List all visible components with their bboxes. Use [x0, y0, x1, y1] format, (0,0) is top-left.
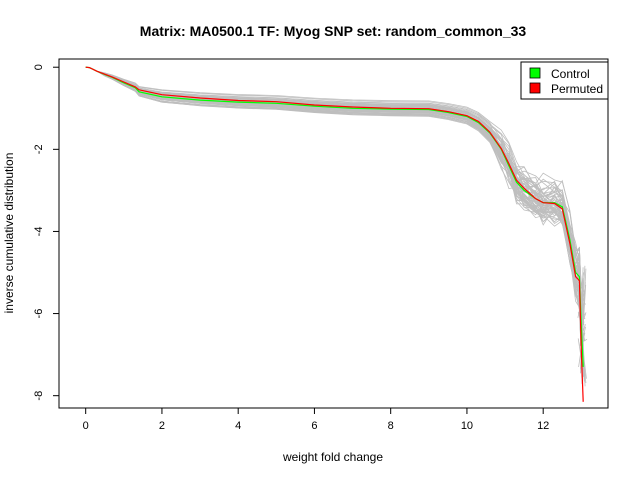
- series-line-control: [85, 66, 584, 367]
- background-series-line: [85, 66, 586, 338]
- y-tick-label: -8: [33, 391, 45, 401]
- x-tick-label: 2: [159, 420, 165, 432]
- background-series: [85, 66, 588, 387]
- legend: Control Permuted: [520, 61, 609, 100]
- legend-swatch-permuted: [529, 82, 541, 94]
- legend-label-control: Control: [551, 67, 590, 81]
- background-series-line: [85, 66, 586, 387]
- series-line-permuted: [85, 66, 584, 402]
- background-series-line: [85, 66, 585, 287]
- x-axis: 0 2 4 6 8 10 12: [83, 407, 549, 432]
- background-series-line: [85, 66, 583, 384]
- x-tick-label: 10: [461, 420, 473, 432]
- y-axis: 0 -2 -4 -6 -8: [33, 64, 60, 401]
- x-tick-label: 6: [311, 420, 317, 432]
- background-series-line: [85, 66, 587, 358]
- background-series-line: [85, 66, 585, 382]
- background-series-line: [85, 66, 583, 383]
- y-tick-label: -2: [33, 144, 45, 154]
- x-tick-label: 4: [235, 420, 241, 432]
- background-series-line: [85, 66, 587, 384]
- y-tick-label: 0: [33, 64, 45, 70]
- legend-swatch-control: [529, 67, 541, 79]
- x-tick-label: 0: [83, 420, 89, 432]
- y-tick-label: -4: [33, 227, 45, 237]
- main-series: [85, 66, 584, 402]
- background-series-line: [85, 66, 585, 376]
- x-axis-label: weight fold change: [282, 450, 383, 464]
- chart-title: Matrix: MA0500.1 TF: Myog SNP set: rando…: [140, 23, 527, 39]
- y-tick-label: -6: [33, 309, 45, 319]
- background-series-line: [85, 66, 586, 341]
- background-series-line: [85, 66, 585, 326]
- x-tick-label: 12: [537, 420, 549, 432]
- x-tick-label: 8: [388, 420, 394, 432]
- background-series-line: [85, 66, 582, 346]
- y-axis-label: inverse cumulative distribution: [2, 153, 16, 314]
- background-series-line: [85, 66, 586, 349]
- legend-label-permuted: Permuted: [551, 82, 603, 96]
